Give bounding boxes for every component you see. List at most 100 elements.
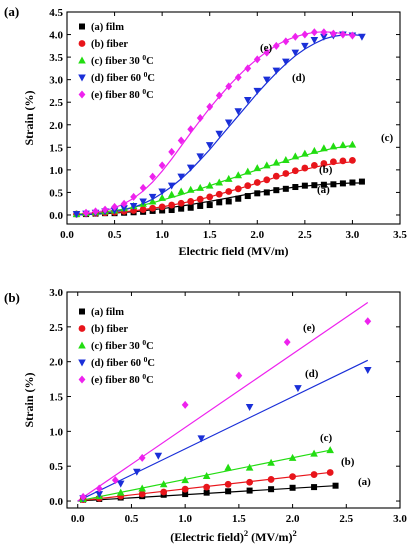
panel-a-chart: 0.0 0.5 1.0 1.5 2.0 2.5 3.0 3.5 0.0 0.5 1.0 1.5 2.0 2… — [4, 4, 407, 258]
panel-a-series-annotation-4: (e) — [260, 42, 273, 54]
panel-a-data-point-3 — [72, 211, 81, 219]
panel-b-legend-label-3: (d) fiber 60 0C — [91, 355, 155, 369]
panel-a-data-point-4 — [139, 183, 147, 192]
panel-a-data-point-1 — [301, 164, 309, 172]
panel-a-data-point-4 — [149, 172, 157, 181]
panel-a-data-point-4 — [244, 64, 252, 73]
panel-a-data-point-3 — [167, 182, 176, 190]
panel-b-data-point-3 — [363, 367, 372, 375]
panel-a-data-point-2 — [224, 174, 233, 182]
panel-a-data-point-2 — [167, 190, 176, 198]
panel-a-data-point-3 — [158, 188, 166, 196]
panel-a-data-point-1 — [310, 161, 318, 169]
panel-a-data-point-0 — [349, 179, 356, 186]
panel-a-data-point-0 — [311, 182, 318, 189]
panel-a-data-point-0 — [358, 178, 365, 185]
panel-a-legend-marker-4 — [78, 90, 86, 99]
panel-a-data-point-3 — [177, 173, 185, 181]
panel-b-y-tick-label: 0.5 — [49, 461, 63, 473]
panel-a-y-axis-label: Strain (%) — [22, 91, 36, 146]
panel-a-legend-marker-2 — [78, 56, 86, 64]
panel-b-data-point-4 — [79, 492, 87, 501]
panel-a-data-point-4 — [263, 48, 271, 57]
panel-b-data-point-1 — [326, 469, 334, 476]
panel-b-legend-marker-3 — [78, 359, 86, 367]
panel-a-data-point-1 — [196, 195, 204, 203]
panel-b-series-annotation-4: (e) — [303, 322, 316, 334]
panel-b-legend-marker-2 — [78, 341, 86, 349]
panel-a-x-tick-label: 3.5 — [393, 229, 407, 241]
panel-b-data-point-0 — [311, 484, 318, 491]
panel-a-data-point-4 — [196, 114, 204, 122]
panel-b-y-tick-label: 1.5 — [49, 392, 63, 404]
panel-a-data-point-2 — [310, 146, 319, 154]
panel-a-data-point-2 — [186, 185, 195, 193]
panel-a-data-point-1 — [177, 199, 185, 207]
panel-a-x-tick-label: 1.0 — [155, 229, 169, 241]
panel-a-data-point-0 — [339, 180, 346, 187]
panel-b-data-point-3 — [197, 435, 206, 443]
panel-a-data-point-4 — [301, 30, 309, 39]
panel-b-data-point-2 — [267, 458, 275, 466]
panel-a-x-tick-label: 3.0 — [346, 229, 360, 241]
panel-a-data-point-1 — [244, 182, 252, 190]
panel-b-x-tick-label: 1.5 — [232, 513, 246, 525]
panel-a-data-point-0 — [301, 182, 308, 189]
panel-b-data-point-0 — [182, 491, 189, 498]
panel-a-data-point-3 — [282, 58, 290, 66]
panel-a-x-axis-label: Electric field (MV/m) — [179, 244, 289, 258]
panel-a-data-point-2 — [205, 181, 214, 189]
panel-a-fit-line-2 — [76, 144, 353, 215]
panel-a-data-point-3 — [243, 96, 252, 104]
panel-a-data-point-3 — [139, 198, 147, 206]
panel-a-data-point-3 — [234, 108, 243, 116]
panel-a-legend-label-0: (a) film — [91, 22, 124, 33]
panel-a-legend-label-4: (e) fiber 80 0C — [91, 87, 154, 101]
panel-b-data-point-2 — [310, 449, 318, 457]
panel-a-data-point-4 — [310, 28, 318, 37]
panel-a-data-point-1 — [215, 190, 223, 198]
panel-a-data-point-2 — [329, 142, 338, 150]
panel-a-data-point-0 — [197, 202, 204, 209]
panel-a-data-point-1 — [225, 188, 233, 195]
panel-b-legend-label-0: (a) film — [91, 307, 124, 318]
panel-a-data-point-2 — [272, 158, 281, 166]
panel-a-y-tick-label: 2.5 — [49, 97, 63, 109]
panel-a-data-point-2 — [339, 141, 347, 149]
panel-a-legend-label-2: (c) fiber 30 0C — [91, 53, 154, 67]
panel-b-data-point-0 — [203, 489, 210, 496]
panel-a-data-point-3 — [358, 33, 366, 41]
panel-a-x-tick-label: 2.0 — [250, 229, 264, 241]
panel-b-data-point-1 — [160, 488, 168, 496]
panel-b-data-point-0 — [289, 484, 296, 491]
panel-b-legend-marker-4 — [78, 375, 86, 384]
panel-a-y-tick-label: 4.0 — [49, 30, 63, 42]
panel-a-y-tick-label: 4.5 — [49, 7, 63, 19]
panel-b-legend-marker-0 — [79, 308, 85, 315]
panel-a-data-point-0 — [168, 207, 175, 214]
panel-b-data-point-2 — [138, 484, 146, 492]
panel-a-data-point-3 — [301, 42, 309, 50]
panel-b-chart: 0.0 0.5 1.0 1.5 2.0 2.5 3.0 0.0 0.5 1.0 1.5 2.0 2.5 3… — [4, 287, 407, 544]
panel-b-fit-line-4 — [77, 301, 369, 502]
panel-b-data-point-3 — [154, 452, 163, 460]
panel-a-data-point-4 — [349, 31, 356, 40]
panel-a-data-point-4 — [92, 207, 99, 216]
panel-a-data-point-0 — [244, 193, 251, 200]
panel-a-series-annotation-1: (b) — [319, 164, 333, 176]
panel-a-y-tick-label: 1.5 — [49, 142, 63, 154]
panel-b-x-tick-label: 3.0 — [393, 513, 407, 525]
panel-a-data-point-2 — [301, 149, 309, 157]
panel-b-x-tick-label: 0.0 — [71, 513, 85, 525]
panel-a-data-point-1 — [349, 157, 356, 164]
panel-a-y-tick-label: 3.5 — [49, 52, 63, 64]
panel-b-data-point-1 — [289, 473, 296, 481]
panel-a-data-point-2 — [234, 171, 243, 179]
panel-a-data-point-2 — [177, 187, 185, 195]
panel-a-data-point-2 — [215, 178, 224, 186]
panel-a-data-point-4 — [320, 28, 328, 37]
panel-a-panel-label: (a) — [4, 4, 19, 19]
panel-a-data-point-4 — [177, 136, 185, 145]
panel-b-data-point-1 — [138, 490, 146, 498]
panel-a-data-point-3 — [129, 202, 138, 210]
